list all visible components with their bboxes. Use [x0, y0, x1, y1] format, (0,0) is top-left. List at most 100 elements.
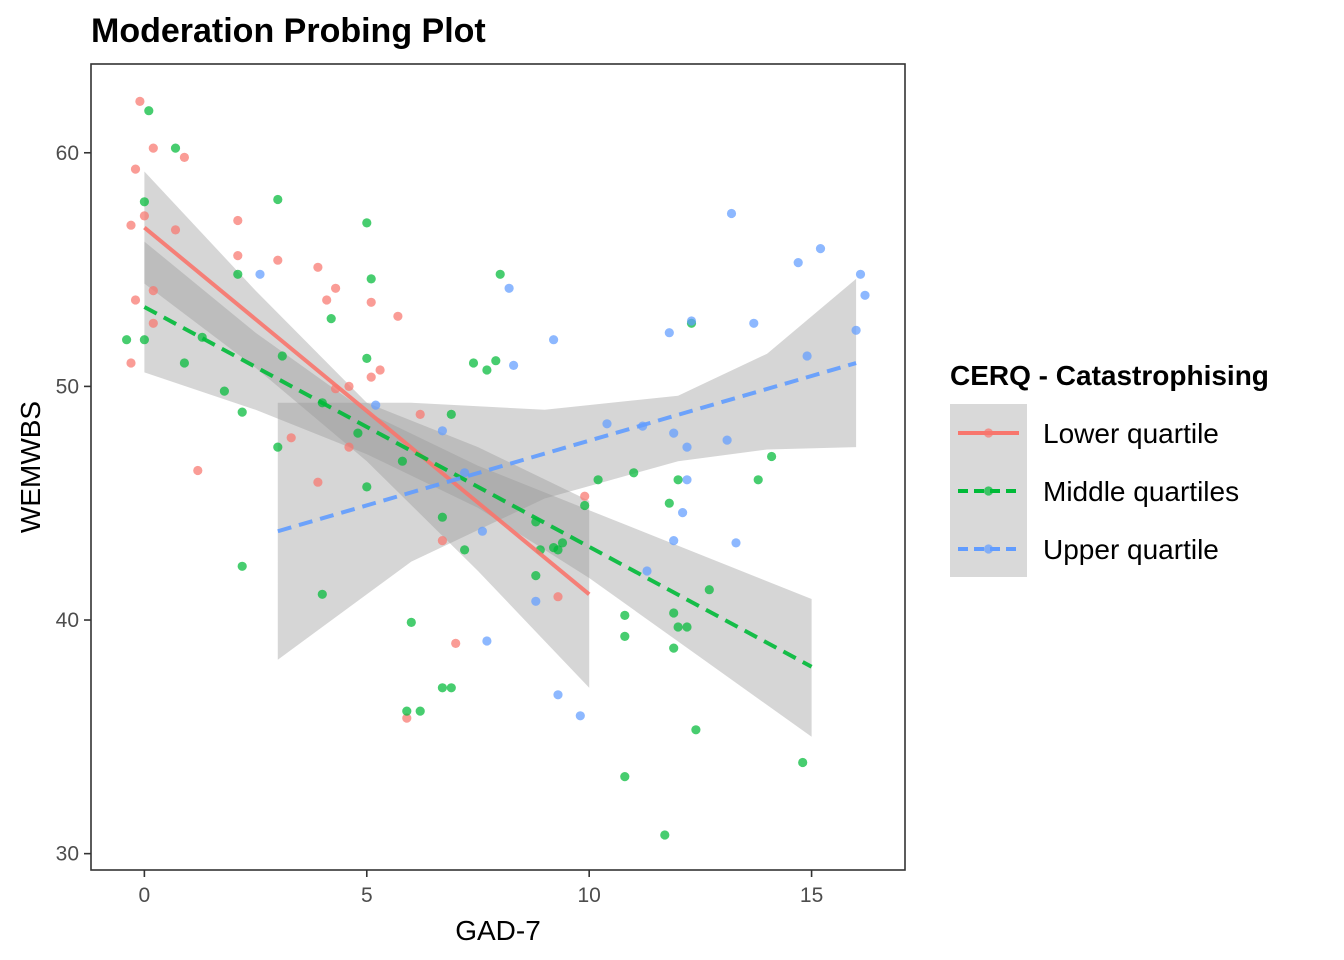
point-upper-quartile-10 [553, 690, 563, 700]
x-tick-label-15: 15 [800, 884, 823, 907]
point-lower-quartile-11 [233, 215, 243, 226]
point-lower-quartile-5 [126, 220, 136, 230]
point-middle-quartiles-53 [682, 622, 692, 632]
point-upper-quartile-2 [437, 426, 447, 436]
point-middle-quartiles-19 [362, 353, 372, 363]
point-lower-quartile-28 [437, 536, 447, 546]
point-middle-quartiles-51 [673, 475, 683, 485]
point-lower-quartile-29 [451, 638, 461, 649]
point-upper-quartile-6 [504, 283, 514, 293]
point-lower-quartile-7 [130, 295, 141, 305]
point-middle-quartiles-32 [482, 365, 492, 375]
point-middle-quartiles-28 [446, 409, 456, 419]
point-upper-quartile-1 [371, 400, 381, 410]
point-middle-quartiles-45 [620, 772, 630, 782]
point-middle-quartiles-20 [353, 428, 363, 438]
point-middle-quartiles-59 [798, 757, 808, 768]
point-middle-quartiles-22 [397, 456, 407, 466]
point-middle-quartiles-40 [557, 538, 568, 548]
legend-label-upper-quartile: Upper quartile [1043, 534, 1219, 565]
point-upper-quartile-11 [575, 711, 585, 721]
point-upper-quartile-28 [815, 244, 826, 254]
fit-lines [143, 225, 857, 669]
point-upper-quartile-22 [722, 435, 732, 445]
point-upper-quartile-7 [508, 360, 519, 370]
point-middle-quartiles-42 [593, 475, 603, 485]
point-lower-quartile-17 [366, 297, 376, 307]
x-axis-title: GAD-7 [455, 915, 541, 946]
point-middle-quartiles-49 [669, 608, 679, 618]
point-middle-quartiles-27 [446, 683, 456, 693]
point-middle-quartiles-39 [553, 545, 563, 555]
plot-panel-border [90, 63, 906, 871]
point-lower-quartile-32 [580, 491, 590, 501]
fit-line-lower-quartile [143, 225, 591, 596]
point-lower-quartile-24 [344, 442, 354, 452]
legend-point-lower-quartile [983, 428, 994, 438]
point-middle-quartiles-16 [317, 589, 327, 599]
point-lower-quartile-30 [402, 713, 412, 723]
point-upper-quartile-17 [669, 536, 679, 546]
point-upper-quartile-12 [602, 419, 612, 429]
point-middle-quartiles-8 [233, 269, 243, 279]
y-axis: 30 40 50 60 [56, 142, 91, 866]
point-lower-quartile-22 [344, 381, 354, 391]
point-upper-quartile-27 [802, 351, 812, 361]
point-middle-quartiles-36 [531, 571, 541, 581]
point-middle-quartiles-25 [415, 706, 425, 716]
point-middle-quartiles-30 [460, 545, 470, 555]
point-upper-quartile-3 [460, 468, 470, 478]
point-lower-quartile-1 [130, 164, 141, 174]
point-upper-quartile-26 [793, 258, 803, 268]
point-lower-quartile-15 [322, 295, 332, 305]
point-upper-quartile-0 [255, 269, 265, 279]
y-tick-label-50: 50 [56, 375, 79, 398]
legend-point-upper-quartile [983, 544, 994, 554]
point-middle-quartiles-3 [122, 335, 132, 345]
point-middle-quartiles-23 [406, 617, 416, 628]
point-upper-quartile-24 [731, 538, 741, 548]
legend: CERQ - Catastrophising Lower quartile Mid… [950, 360, 1269, 577]
ci-band-upper-quartile [277, 278, 857, 660]
point-lower-quartile-8 [148, 286, 158, 296]
point-middle-quartiles-47 [660, 830, 670, 840]
point-upper-quartile-8 [531, 596, 541, 606]
ci-band-middle-quartiles [144, 241, 812, 737]
point-middle-quartiles-11 [273, 194, 283, 205]
point-upper-quartile-18 [678, 507, 688, 518]
point-lower-quartile-4 [139, 211, 149, 221]
point-lower-quartile-27 [415, 409, 425, 419]
x-axis: 0 5 10 15 [139, 870, 823, 907]
point-lower-quartile-0 [135, 96, 145, 106]
point-upper-quartile-23 [726, 208, 737, 219]
point-middle-quartiles-26 [437, 683, 447, 693]
y-tick-label-40: 40 [56, 609, 79, 632]
point-upper-quartile-19 [682, 442, 692, 452]
legend-title: CERQ - Catastrophising [950, 360, 1269, 391]
point-upper-quartile-21 [686, 316, 697, 326]
point-middle-quartiles-21 [362, 482, 372, 492]
point-middle-quartiles-13 [273, 442, 283, 452]
point-middle-quartiles-24 [402, 706, 412, 716]
point-lower-quartile-26 [193, 465, 203, 476]
point-middle-quartiles-56 [704, 585, 714, 595]
point-middle-quartiles-15 [326, 314, 336, 324]
point-lower-quartile-23 [286, 433, 296, 443]
point-upper-quartile-4 [477, 526, 487, 536]
point-lower-quartile-6 [170, 225, 181, 235]
point-lower-quartile-25 [313, 477, 323, 487]
point-middle-quartiles-31 [468, 358, 479, 368]
point-upper-quartile-29 [851, 325, 861, 335]
fit-line-middle-quartiles [143, 305, 813, 669]
point-middle-quartiles-12 [277, 351, 287, 361]
point-lower-quartile-14 [313, 262, 323, 272]
point-upper-quartile-31 [860, 290, 870, 300]
point-middle-quartiles-17 [362, 218, 372, 228]
point-middle-quartiles-2 [139, 197, 149, 207]
point-upper-quartile-16 [669, 428, 679, 438]
point-middle-quartiles-50 [669, 643, 679, 653]
point-middle-quartiles-41 [580, 500, 590, 511]
point-middle-quartiles-7 [219, 386, 229, 396]
point-middle-quartiles-57 [753, 475, 763, 485]
